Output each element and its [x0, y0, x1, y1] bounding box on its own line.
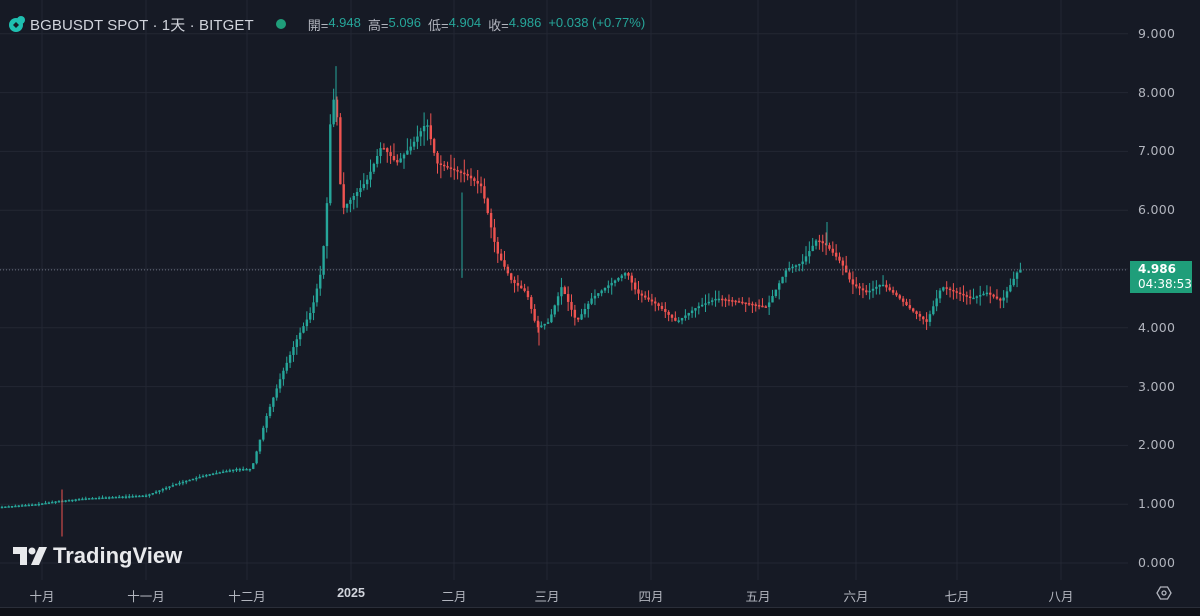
bottom-border	[0, 607, 1200, 616]
change-value: +0.038 (+0.77%)	[548, 14, 646, 30]
tradingview-logo[interactable]: TradingView	[13, 543, 182, 569]
time-axis-label: 2025	[337, 586, 365, 600]
low-value: 4.904	[448, 14, 482, 30]
close-value: 4.986	[508, 14, 542, 30]
candlestick-plot[interactable]	[0, 0, 1128, 580]
bar-countdown: 04:38:53	[1138, 277, 1192, 291]
price-axis-label: 4.000	[1138, 319, 1176, 335]
last-price: 4.986	[1138, 262, 1176, 276]
open-value: 4.948	[328, 14, 361, 30]
price-axis-label: 3.000	[1138, 378, 1176, 394]
time-axis-label: 十二月	[228, 590, 266, 604]
high-value: 5.096	[388, 14, 422, 30]
symbol-title[interactable]: BGBUSDT SPOT · 1天 · BITGET	[30, 16, 254, 34]
chart-header: BGBUSDT SPOT · 1天 · BITGET 開= 4.948 高= 5.0…	[8, 14, 645, 34]
open-label: 開=	[307, 17, 329, 33]
price-axis-label: 2.000	[1138, 437, 1176, 453]
time-axis-label: 三月	[534, 590, 560, 604]
time-axis-label: 五月	[745, 590, 771, 604]
tradingview-logo-icon	[13, 547, 47, 565]
bitget-coin-icon	[9, 16, 25, 32]
time-axis-label: 七月	[944, 590, 970, 604]
price-axis-label: 9.000	[1138, 25, 1176, 41]
time-axis-label: 四月	[638, 590, 664, 604]
price-axis-label: 8.000	[1138, 84, 1176, 100]
price-axis-label: 0.000	[1138, 555, 1176, 570]
time-axis-label: 六月	[843, 590, 869, 604]
market-status-icon	[275, 19, 286, 29]
logo-text: TradingView	[53, 543, 183, 568]
last-price-tag: 4.986 04:38:53	[1130, 261, 1192, 293]
price-axis-label: 1.000	[1138, 496, 1176, 512]
time-axis-label: 十月	[29, 590, 55, 604]
time-axis-label: 八月	[1048, 590, 1074, 604]
close-label: 收=	[488, 17, 509, 33]
time-axis[interactable]: 十月 十一月 十二月 2025 二月 三月 四月 五月 六月 七月 八月	[0, 580, 1128, 610]
time-axis-label: 十一月	[127, 590, 165, 604]
ohlc-legend: 開= 4.948 高= 5.096 低= 4.904 收= 4.986 +0.038 (…	[308, 15, 645, 34]
price-axis-label: 6.000	[1138, 202, 1176, 218]
price-axis[interactable]: 9.000 8.000 7.000 6.000 4.000 3.000 2.000 1.000…	[1128, 0, 1200, 580]
high-label: 高=	[367, 17, 389, 33]
axis-settings-icon[interactable]	[1156, 585, 1172, 601]
price-axis-label: 7.000	[1138, 143, 1176, 159]
time-axis-label: 二月	[441, 590, 467, 604]
low-label: 低=	[428, 17, 449, 33]
